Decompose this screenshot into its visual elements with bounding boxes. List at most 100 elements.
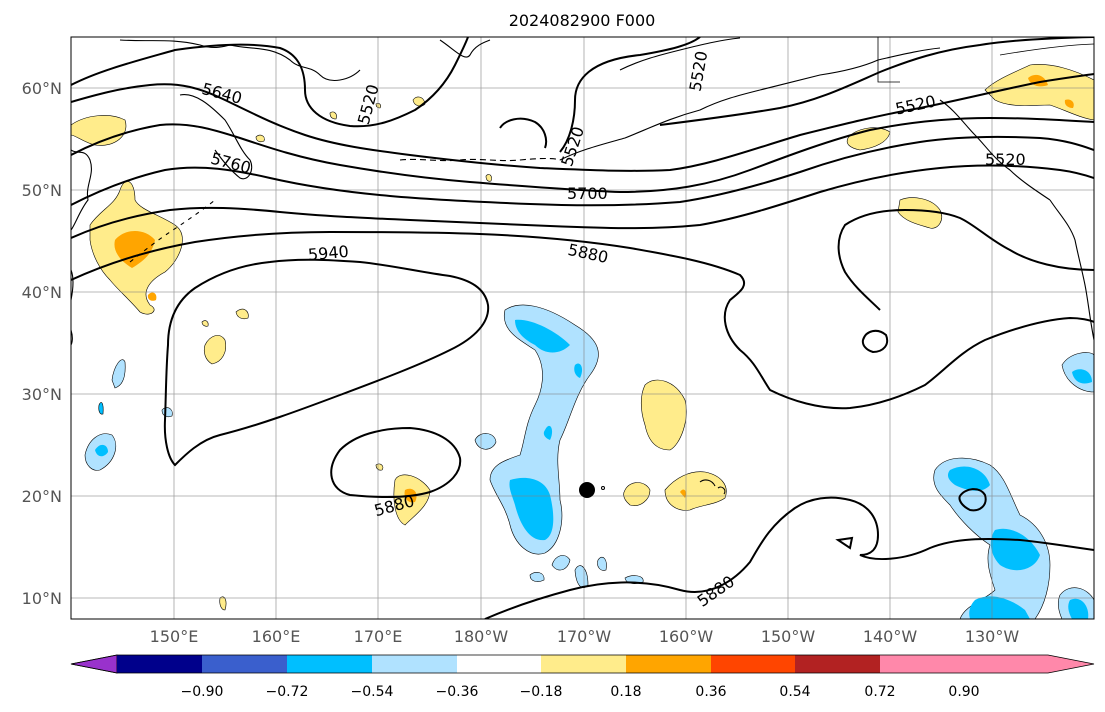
contour-5580-gulf	[659, 37, 1094, 126]
chukotka-coast	[229, 44, 361, 81]
alaska-coastline-inner	[619, 37, 741, 71]
colorbar-segment-6	[541, 655, 626, 673]
colorbar-segment-5	[457, 655, 541, 673]
russia-far-east-coast	[71, 149, 92, 231]
hawaii-islands	[699, 479, 726, 495]
south-small-negative-1	[551, 555, 571, 571]
british-columbia-coast	[939, 99, 1051, 201]
tropical-cyclone-marker	[579, 482, 595, 498]
colorbar-segment-7	[626, 655, 711, 673]
colorbar: −0.90 −0.72 −0.54 −0.36 −0.18 0.18 0.36 …	[70, 654, 1095, 700]
lat-label-40n: 40°N	[22, 283, 62, 302]
colorbar-segment-9	[795, 655, 880, 673]
west-central-positive	[203, 335, 227, 365]
contour-label-5700: 5700	[567, 184, 608, 203]
small-island-marker	[601, 486, 605, 490]
central-positive-region	[640, 379, 687, 451]
west-negative-core	[95, 444, 108, 457]
central-pacific-negative-core	[509, 319, 583, 541]
lon-label-160e: 160°E	[252, 627, 301, 646]
colorbar-tick-0-54: 0.54	[779, 684, 810, 700]
lon-label-180w: 180°W	[454, 627, 509, 646]
gulf-of-alaska-positive	[897, 197, 942, 229]
contour-5880-south	[484, 496, 1094, 619]
colorbar-tick-neg-0-18: −0.18	[520, 684, 563, 700]
colorbar-tick-neg-0-54: −0.54	[351, 684, 394, 700]
colorbar-underflow-arrow	[70, 654, 118, 674]
contour-5520-east	[559, 37, 701, 153]
northwest-positive-core	[114, 231, 157, 301]
map-title: 2024082900 F000	[509, 11, 656, 30]
colorbar-tick-neg-0-36: −0.36	[436, 684, 479, 700]
colorbar-segment-3	[287, 655, 372, 673]
colorbar-tick-0-36: 0.36	[695, 684, 726, 700]
small-positive-2	[201, 320, 209, 327]
contour-5880-se-ring	[958, 488, 987, 512]
north-america-west-coast	[1049, 199, 1094, 341]
west-tiny-negative-2	[98, 402, 104, 415]
east-pacific-negative-core	[947, 466, 1040, 619]
small-positive-4	[329, 111, 337, 120]
positive-blob-east-of-date-line	[623, 482, 651, 506]
colorbar-tick-0-18: 0.18	[610, 684, 641, 700]
lon-label-130w: 130°W	[965, 627, 1020, 646]
contour-5520-north	[71, 37, 469, 128]
lon-label-150e: 150°E	[150, 627, 199, 646]
southeast-negative-core	[1068, 598, 1089, 619]
lon-label-160w: 160°W	[659, 627, 714, 646]
contour-5820	[71, 164, 1094, 239]
colorbar-tick-0-90: 0.90	[948, 684, 979, 700]
height-contours	[71, 37, 1094, 619]
longitude-axis: 150°E 160°E 170°E 180°W 170°W 160°W 150°…	[150, 627, 1020, 646]
small-positive-5	[255, 134, 265, 143]
colorbar-tick-0-72: 0.72	[864, 684, 895, 700]
siberia-north-coast	[119, 39, 231, 49]
lat-label-10n: 10°N	[22, 589, 62, 608]
lon-label-170w: 170°W	[557, 627, 612, 646]
colorbar-segment-2	[202, 655, 287, 673]
map-frame	[70, 36, 1095, 620]
contour-5640	[71, 73, 1094, 172]
lat-label-30n: 30°N	[22, 385, 62, 404]
contour-5880-north	[71, 230, 1094, 410]
contour-5880-ne-ring	[837, 208, 1094, 311]
lat-label-50n: 50°N	[22, 181, 62, 200]
small-positive-7	[485, 174, 492, 182]
contour-5760	[71, 135, 1094, 207]
latitude-axis: 60°N 50°N 40°N 30°N 20°N 10°N	[22, 79, 62, 608]
northeast-positive-core	[1028, 74, 1074, 108]
alaska-west-coast	[439, 39, 491, 58]
colorbar-overflow-arrow	[964, 655, 1094, 673]
coastlines	[71, 37, 1094, 495]
lon-label-140w: 140°W	[863, 627, 918, 646]
contour-5700	[71, 116, 1094, 194]
colorbar-tick-neg-0-90: −0.90	[181, 684, 224, 700]
east-edge-negative-core	[1072, 369, 1092, 384]
small-positive-3	[219, 596, 227, 611]
alaska-peninsula	[559, 89, 761, 161]
contour-5880-ridge	[330, 426, 462, 498]
colorbar-segment-8	[711, 655, 795, 673]
south-small-negative-3	[597, 556, 607, 571]
small-positive-1	[235, 308, 249, 320]
colorbar-tick-neg-0-72: −0.72	[266, 684, 309, 700]
map-background	[71, 37, 1094, 619]
lat-label-20n: 20°N	[22, 487, 62, 506]
lon-label-150w: 150°W	[761, 627, 816, 646]
contour-5520-loop	[499, 117, 548, 149]
canada-border	[877, 37, 1094, 83]
map-panel: 5640 5520 5520 5520 5520 5760 5700 5520 …	[70, 36, 1095, 620]
contour-5880-small-south	[835, 536, 854, 550]
colorbar-segment-4	[372, 655, 457, 673]
contour-label-5940: 5940	[307, 242, 349, 264]
contour-5880-small-ring	[861, 329, 889, 354]
lon-label-170e: 170°E	[354, 627, 403, 646]
colorbar-segment-1	[117, 655, 202, 673]
alaska-south-coast	[759, 47, 941, 91]
west-small-negative-1	[111, 359, 126, 389]
lat-label-60n: 60°N	[22, 79, 62, 98]
negative-anomaly-regions	[84, 304, 1094, 619]
aleutian-islands-chain	[399, 157, 561, 162]
colorbar-segment-10	[880, 655, 964, 673]
